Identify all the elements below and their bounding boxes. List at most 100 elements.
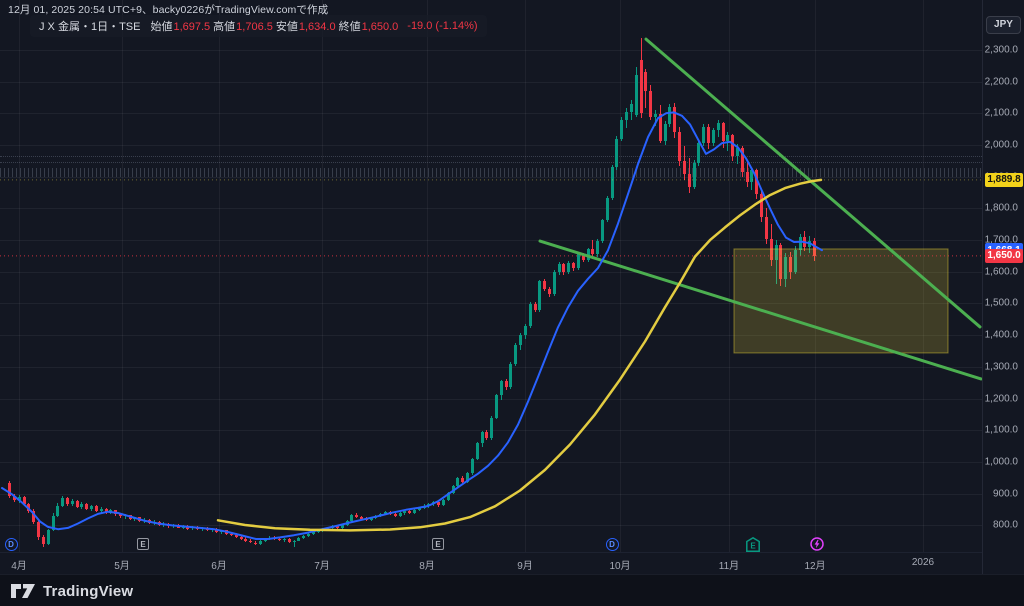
candle-body	[75, 500, 79, 507]
hatched-level-band	[0, 167, 982, 177]
candle-body	[760, 194, 763, 217]
candle-body	[37, 521, 40, 538]
tradingview-logo[interactable]: TradingView	[10, 581, 133, 601]
candle-body	[461, 478, 465, 482]
candle-body	[263, 539, 267, 542]
candle-body	[499, 381, 503, 396]
gridline-vertical	[815, 0, 816, 552]
candle-body	[446, 493, 450, 500]
candle-body	[51, 515, 55, 531]
time-axis-label: 6月	[211, 561, 227, 572]
candle-body	[278, 538, 281, 541]
candle-body	[437, 501, 441, 506]
ohlc-field-label: 安値	[275, 21, 298, 33]
gridline-vertical	[219, 0, 220, 552]
earnings-marker-icon[interactable]: E	[136, 537, 150, 551]
flash-event-marker-icon[interactable]	[810, 537, 824, 551]
long-ma-yellow[interactable]	[216, 178, 823, 532]
time-axis-label: 5月	[114, 561, 130, 572]
candle-body	[335, 526, 339, 529]
candle-body	[403, 510, 407, 514]
candle-body	[32, 511, 36, 522]
candle-body	[523, 325, 527, 336]
candle-body	[417, 507, 421, 511]
candle-body	[519, 335, 522, 345]
symbol-legend[interactable]: J X 金属・1日・TSE 始値1,697.5 高値1,706.5 安値1,634.…	[30, 15, 487, 37]
candle-body	[682, 160, 686, 175]
candle-body	[470, 458, 474, 474]
candle-body	[27, 503, 31, 512]
trendline-drawing-2[interactable]	[538, 239, 982, 381]
footer-bar: TradingView	[0, 574, 1024, 606]
gridline-horizontal	[0, 49, 982, 51]
gridline-vertical	[620, 0, 621, 552]
price-axis-label: 900.0	[992, 488, 1018, 500]
candle-body	[567, 262, 571, 273]
candle-body	[774, 245, 778, 260]
candle-body	[509, 363, 513, 388]
dividend-marker-icon[interactable]: D	[605, 537, 619, 551]
price-axis-label: 800.0	[992, 519, 1018, 531]
candle-body	[369, 517, 373, 521]
candle-wick	[775, 240, 777, 285]
gridline-horizontal	[0, 303, 982, 305]
candle-body	[615, 138, 619, 168]
gridline-vertical	[729, 0, 730, 552]
candle-body	[306, 533, 310, 536]
trendline-drawing-1[interactable]	[644, 37, 982, 329]
short-ma-blue[interactable]	[1, 111, 823, 540]
candle-body	[673, 107, 677, 132]
candle-body	[562, 263, 566, 273]
symbol-title[interactable]: J X 金属・1日・TSE	[39, 21, 141, 33]
candle-body	[750, 170, 754, 182]
upcoming-earnings-marker-icon[interactable]: E	[746, 536, 760, 552]
gridline-vertical	[923, 0, 924, 552]
time-axis[interactable]: 4月 5月 6月 7月 8月 9月 10月 11月 12月 2026	[0, 552, 982, 575]
candle-body	[543, 281, 547, 290]
ohlc-field-value: 1,650.0	[361, 21, 399, 33]
time-axis-label: 8月	[419, 561, 435, 572]
dividend-marker-icon[interactable]: D	[4, 537, 18, 551]
candle-body	[56, 505, 60, 516]
candle-body	[649, 91, 653, 118]
candle-body	[229, 533, 233, 536]
candle-body	[620, 119, 624, 139]
currency-badge[interactable]: JPY	[986, 16, 1021, 34]
candle-body	[726, 134, 730, 142]
candle-body	[605, 198, 609, 221]
candle-body	[393, 514, 397, 517]
candle-body	[514, 344, 518, 364]
ohlc-field-value: 1,697.5	[173, 21, 211, 33]
candle-body	[292, 540, 296, 543]
candle-body	[234, 535, 238, 537]
earnings-marker-icon[interactable]: E	[431, 537, 445, 551]
time-axis-label: 2026	[911, 557, 935, 568]
gridline-horizontal	[0, 398, 982, 400]
gridline-horizontal	[0, 208, 982, 210]
candle-body	[287, 539, 291, 543]
candle-body	[547, 289, 551, 294]
overlay-drawings	[0, 37, 982, 540]
price-axis-label: 1,600.0	[984, 266, 1018, 278]
candle-body	[793, 249, 797, 273]
gridline-horizontal	[0, 366, 982, 368]
candle-body	[692, 162, 696, 187]
candle-body	[258, 541, 262, 545]
ohlc-field-label: 終値	[338, 21, 361, 33]
price-axis-label: 1,400.0	[984, 329, 1018, 341]
price-tag-label: 1,650.0	[985, 248, 1023, 263]
candle-body	[90, 506, 93, 509]
gridline-horizontal	[0, 525, 982, 527]
candle-body	[576, 254, 580, 268]
gridline-vertical	[322, 0, 323, 552]
candle-wick	[655, 110, 656, 126]
ohlc-values: 始値1,697.5 高値1,706.5 安値1,634.0 終値1,650.0	[147, 18, 398, 34]
time-axis-label: 4月	[11, 561, 27, 572]
candle-body	[538, 281, 542, 310]
price-axis[interactable]: JPY 2,300.02,200.02,100.02,000.01,900.01…	[982, 0, 1024, 574]
candle-body	[485, 431, 489, 439]
candle-body	[70, 500, 74, 504]
candle-body	[552, 271, 556, 294]
